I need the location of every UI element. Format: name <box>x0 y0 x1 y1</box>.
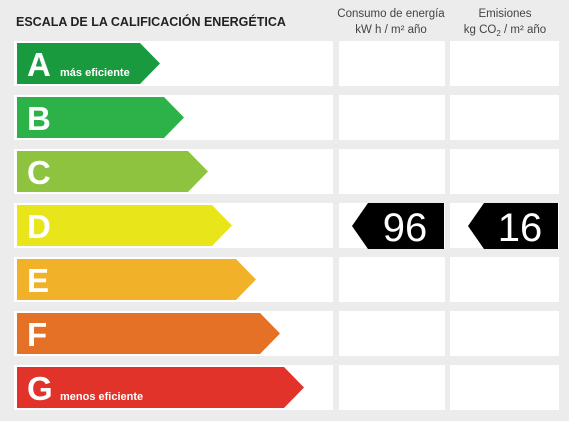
rating-arrow <box>17 367 304 408</box>
rating-arrow <box>17 313 280 354</box>
unit-part: kg CO <box>464 24 497 36</box>
rating-arrow <box>17 205 232 246</box>
rating-letter: F <box>27 316 47 353</box>
consumption-unit: kW h / m² año <box>355 24 427 36</box>
label-title: ESCALA DE LA CALIFICACIÓN ENERGÉTICA <box>16 14 286 29</box>
rating-arrow <box>17 43 160 84</box>
rating-note: menos eficiente <box>60 391 143 403</box>
rating-arrow <box>17 97 184 138</box>
emissions-cell <box>450 41 559 86</box>
consumption-cell <box>339 41 445 86</box>
emissions-cell <box>450 149 559 194</box>
rating-note: más eficiente <box>60 67 130 79</box>
emissions-header: Emisiones <box>478 8 531 20</box>
consumption-value: 96 <box>383 206 428 250</box>
emissions-cell <box>450 311 559 356</box>
value-tag <box>468 203 558 249</box>
consumption-cell <box>339 95 445 140</box>
emissions-cell <box>450 365 559 410</box>
rating-letter: A <box>27 46 51 83</box>
consumption-cell <box>339 257 445 302</box>
rating-arrow <box>17 259 256 300</box>
unit-part: / m² año <box>501 24 546 36</box>
emissions-unit: kg CO2 / m² año <box>464 24 546 38</box>
consumption-cell <box>339 311 445 356</box>
rating-letter: C <box>27 154 51 191</box>
rating-letter: G <box>27 370 53 407</box>
rating-letter: B <box>27 100 51 137</box>
consumption-cell <box>339 365 445 410</box>
emissions-cell <box>450 95 559 140</box>
rating-letter: E <box>27 262 49 299</box>
rating-arrow <box>17 151 208 192</box>
consumption-cell <box>339 149 445 194</box>
consumption-header: Consumo de energía <box>337 8 445 20</box>
emissions-value: 16 <box>498 206 543 250</box>
value-tag <box>352 203 444 249</box>
rating-letter: D <box>27 208 51 245</box>
emissions-cell <box>450 257 559 302</box>
unit-subscript: 2 <box>496 29 501 38</box>
